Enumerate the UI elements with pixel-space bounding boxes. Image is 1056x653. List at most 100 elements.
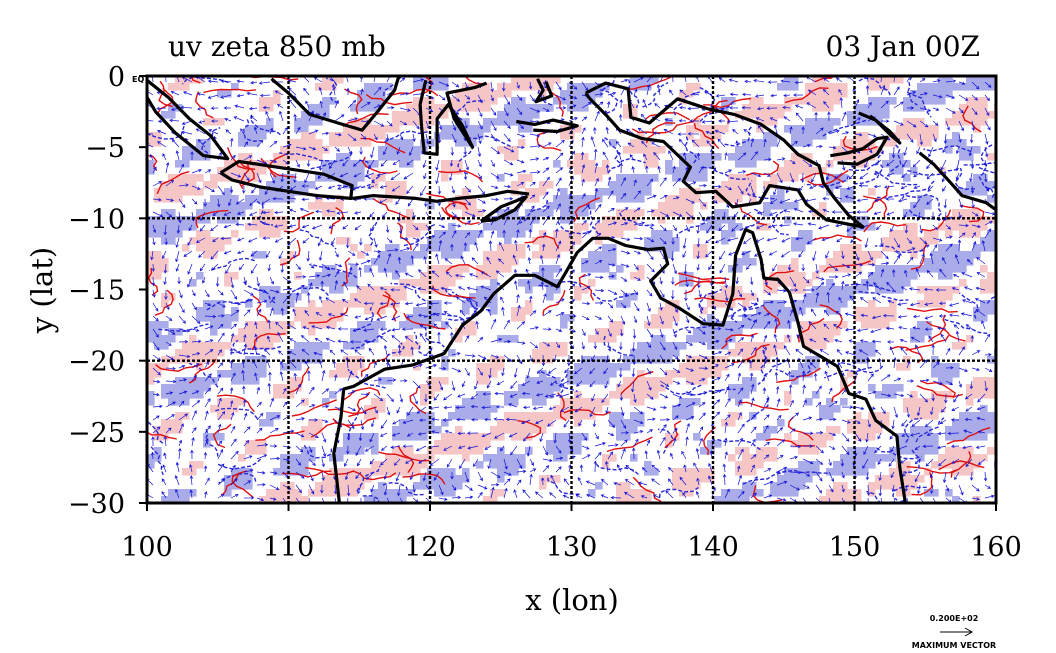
vorticity-cell (301, 286, 309, 294)
wind-vector (679, 105, 687, 110)
vorticity-cell (644, 153, 652, 161)
vorticity-cell (378, 174, 386, 182)
vorticity-cell (868, 426, 876, 434)
wind-vector (334, 146, 340, 152)
positive-contour (382, 294, 398, 322)
vorticity-cell (196, 307, 204, 315)
wind-vector (912, 326, 921, 330)
wind-vector (642, 99, 648, 109)
vorticity-cell (609, 258, 617, 266)
wind-vector (191, 315, 201, 325)
wind-vector (501, 306, 505, 317)
wind-vector (718, 77, 726, 83)
wind-vector (386, 393, 394, 402)
vorticity-cell (231, 377, 239, 385)
wind-vector (800, 172, 805, 183)
wind-vector (859, 339, 869, 343)
vorticity-cell (448, 230, 456, 238)
wind-vector (424, 393, 428, 403)
vorticity-cell (350, 489, 358, 497)
wind-vector (455, 296, 466, 304)
wind-vector (379, 432, 388, 437)
wind-vector (490, 159, 495, 168)
vorticity-cell (595, 377, 603, 385)
vorticity-cell (203, 181, 211, 189)
wind-vector (958, 81, 966, 85)
wind-vector (475, 320, 479, 330)
wind-vector (204, 398, 211, 408)
vorticity-cell (700, 468, 708, 476)
vorticity-cell (420, 398, 428, 406)
wind-vector (385, 133, 390, 142)
vorticity-cell (553, 237, 561, 245)
wind-vector (210, 263, 219, 271)
vorticity-cell (693, 370, 701, 378)
vorticity-cell (231, 314, 239, 322)
vorticity-cell (154, 258, 162, 266)
wind-vector (793, 207, 804, 213)
vorticity-cell (840, 461, 848, 469)
wind-vector (443, 393, 453, 401)
wind-vector (215, 276, 220, 287)
wind-vector (529, 107, 541, 113)
vorticity-cell (308, 419, 316, 427)
vorticity-cell (616, 391, 624, 399)
vorticity-cell (728, 97, 736, 105)
wind-vector (156, 106, 167, 111)
wind-vector (175, 263, 180, 272)
wind-vector (659, 302, 663, 311)
vorticity-cell (434, 314, 442, 322)
wind-vector (802, 384, 806, 395)
wind-vector (838, 88, 843, 96)
vorticity-cell (357, 447, 365, 455)
wind-vector (976, 416, 986, 421)
vorticity-cell (315, 342, 323, 350)
vorticity-cell (679, 405, 687, 413)
wind-vector (345, 237, 350, 249)
vorticity-cell (917, 321, 925, 329)
vorticity-cell (868, 482, 876, 490)
vorticity-cell (679, 153, 687, 161)
wind-vector (358, 432, 363, 442)
vorticity-cell (553, 454, 561, 462)
wind-vector (299, 207, 310, 213)
wind-vector (607, 328, 612, 337)
wind-vector (958, 107, 964, 114)
vorticity-cell (602, 335, 610, 343)
vorticity-cell (518, 307, 526, 315)
vorticity-cell (630, 293, 638, 301)
wind-vector (897, 315, 908, 319)
vorticity-cell (980, 104, 988, 112)
positive-contour (239, 161, 255, 187)
wind-vector (505, 417, 518, 422)
wind-vector (750, 334, 755, 343)
vorticity-cell (749, 111, 757, 119)
vorticity-cell (973, 118, 981, 126)
wind-vector (307, 370, 311, 382)
wind-vector (841, 280, 845, 291)
wind-vector (783, 345, 791, 356)
vorticity-cell (924, 468, 932, 476)
wind-vector (685, 354, 693, 359)
negative-contour (698, 288, 723, 314)
negative-contour (954, 167, 975, 191)
vorticity-cell (966, 391, 974, 399)
positive-contour (231, 472, 254, 499)
vorticity-cell (462, 328, 470, 336)
wind-vector (437, 185, 442, 195)
vorticity-cell (280, 153, 288, 161)
wind-vector (256, 289, 267, 293)
vorticity-cell (630, 384, 638, 392)
wind-vector (984, 120, 991, 131)
wind-vector (342, 224, 349, 230)
vorticity-cell (259, 370, 267, 378)
wind-vector (873, 184, 882, 189)
vorticity-cell (630, 76, 638, 84)
wind-vector (204, 425, 211, 434)
vorticity-cell (504, 223, 512, 231)
vorticity-cell (574, 377, 582, 385)
vorticity-cell (280, 181, 288, 189)
negative-contour (359, 159, 377, 186)
wind-vector (872, 297, 882, 304)
vorticity-cell (245, 195, 253, 203)
